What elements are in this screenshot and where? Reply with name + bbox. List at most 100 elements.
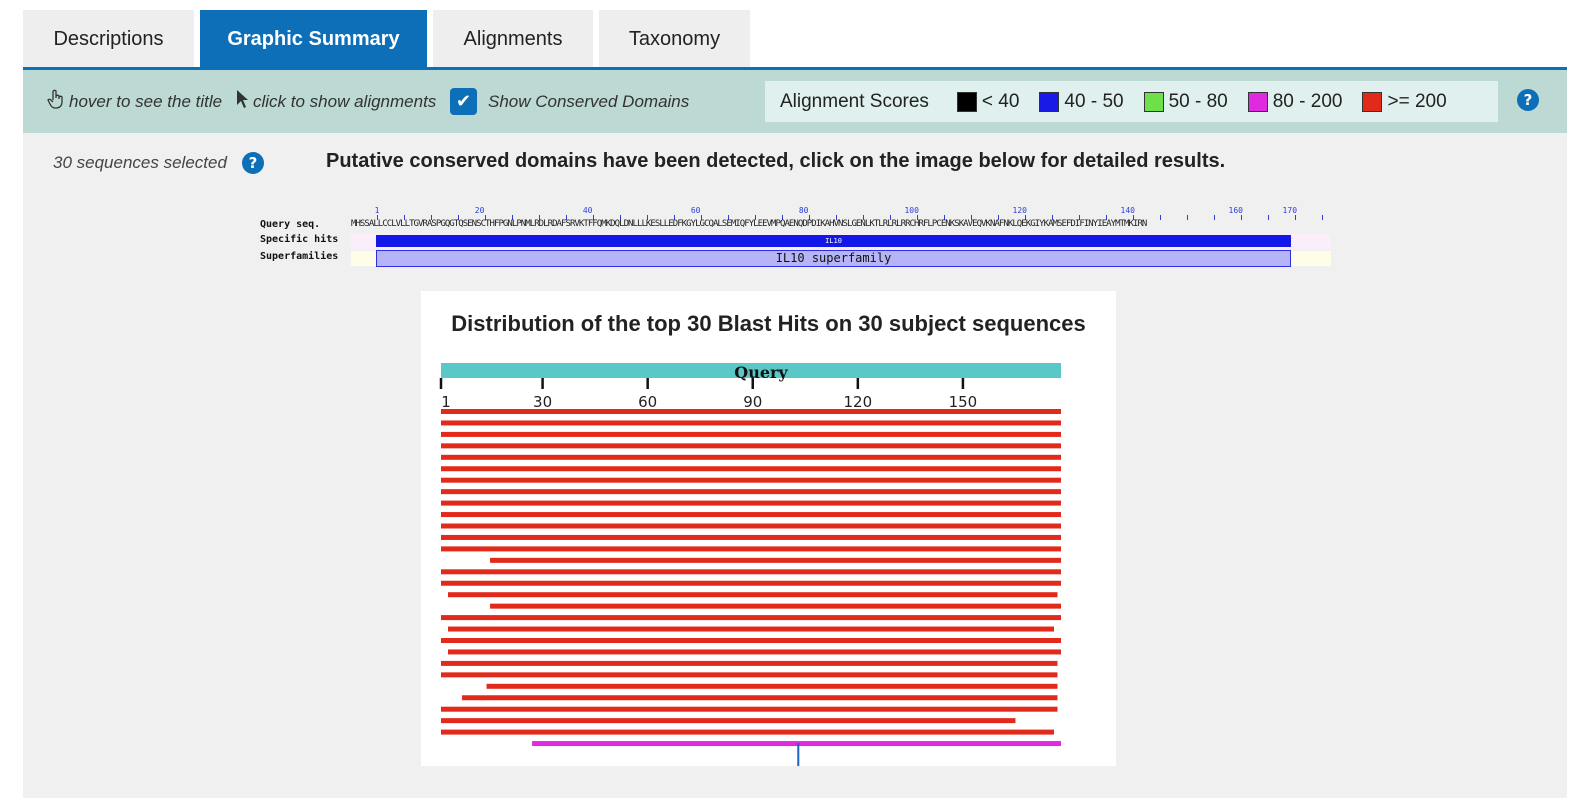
il10-superfamily-hit[interactable]: IL10 superfamily <box>376 250 1291 267</box>
hit-bar[interactable] <box>441 443 1061 449</box>
hit-bar[interactable] <box>441 500 1061 506</box>
axis-tick-label: 90 <box>743 393 762 411</box>
hit-bar[interactable] <box>441 729 1054 735</box>
tab-taxonomy[interactable]: Taxonomy <box>599 10 750 68</box>
legend-label: >= 200 <box>1387 90 1447 112</box>
ruler-tick <box>863 215 865 220</box>
hit-bar[interactable] <box>441 638 1061 643</box>
tab-alignments[interactable]: Alignments <box>433 10 593 68</box>
hit-bar[interactable] <box>441 580 1061 586</box>
click-hint: click to show alignments <box>235 70 436 133</box>
legend-label: 50 - 80 <box>1168 90 1228 112</box>
tab-label: Alignments <box>463 27 563 50</box>
tab-graphic-summary[interactable]: Graphic Summary <box>200 10 427 68</box>
ruler-tick-label: 20 <box>474 206 485 215</box>
legend-label: < 40 <box>981 90 1020 112</box>
hit-bar[interactable] <box>441 718 1016 724</box>
ruler-tick <box>512 215 514 220</box>
hit-bar[interactable] <box>462 695 1058 701</box>
ruler-tick-label: 170 <box>1282 206 1298 215</box>
hit-bar[interactable] <box>441 660 1058 666</box>
ruler-tick-label: 120 <box>1012 206 1027 215</box>
hit-bar[interactable] <box>441 615 1061 621</box>
alignment-scores-legend: Alignment Scores < 40 40 - 50 50 - 80 80… <box>765 81 1498 122</box>
hit-bar[interactable] <box>441 489 1061 495</box>
superfamilies-label: Superfamilies <box>260 251 339 262</box>
legend-label: 80 - 200 <box>1272 90 1343 112</box>
hit-bar[interactable] <box>486 683 1058 689</box>
il10-specific-hit[interactable]: IL10 <box>376 235 1291 247</box>
hit-bar[interactable] <box>448 626 1054 632</box>
cursor-arrow-icon <box>235 89 249 114</box>
hit-bar[interactable] <box>448 592 1058 598</box>
tab-label: Taxonomy <box>628 27 721 50</box>
ruler-tick <box>809 215 811 220</box>
selection-help-icon[interactable]: ? <box>242 152 264 174</box>
ruler-tick <box>377 215 378 220</box>
tab-descriptions[interactable]: Descriptions <box>23 10 194 68</box>
hit-bar[interactable] <box>490 557 1061 563</box>
legend-swatch <box>1143 91 1164 112</box>
legend-item-40-50: 40 - 50 <box>1039 90 1124 113</box>
legend-swatch <box>1247 91 1268 112</box>
legend-item-80-200: 80 - 200 <box>1247 90 1343 113</box>
show-conserved-domains-toggle[interactable]: ✔ Show Conserved Domains <box>450 70 689 133</box>
ruler-tick <box>458 215 460 220</box>
ruler-tick <box>971 215 973 220</box>
ruler-tick <box>701 215 703 220</box>
hit-bar[interactable] <box>441 569 1061 575</box>
ruler-tick <box>1214 215 1216 220</box>
ruler-tick <box>782 215 784 220</box>
ruler-tick <box>998 215 1000 220</box>
ruler-tick <box>539 215 541 220</box>
ruler-tick <box>485 215 487 220</box>
hit-bar[interactable] <box>441 454 1061 460</box>
legend-swatch <box>956 91 977 112</box>
hit-bar[interactable] <box>441 466 1061 472</box>
conserved-domains-image[interactable]: Query seq. Specific hits Superfamilies 1… <box>258 203 1333 268</box>
tab-bar: Descriptions Graphic Summary Alignments … <box>23 10 750 68</box>
tab-label: Descriptions <box>53 27 164 50</box>
hit-bar[interactable] <box>441 672 1058 678</box>
legend-item-lt40: < 40 <box>956 90 1020 113</box>
axis-tick-label: 30 <box>533 393 552 411</box>
ruler-tick <box>755 215 757 220</box>
hit-bar[interactable] <box>441 431 1061 437</box>
ruler-tick <box>647 215 649 220</box>
ruler-tick <box>917 215 919 220</box>
ruler-tick <box>944 215 946 220</box>
ruler-tick <box>1133 215 1135 220</box>
hit-bar[interactable] <box>490 603 1061 609</box>
hit-bar[interactable] <box>441 477 1061 483</box>
ruler-tick-label: 60 <box>690 206 701 215</box>
graphic-summary-panel: 30 sequences selected ? Putative conserv… <box>23 133 1567 798</box>
hit-bar[interactable] <box>441 409 1061 414</box>
hit-bar[interactable] <box>448 649 1062 655</box>
ruler-tick <box>1295 215 1297 220</box>
scores-help-icon[interactable]: ? <box>1517 89 1539 111</box>
hit-bar[interactable] <box>441 523 1061 529</box>
alignment-scores-title: Alignment Scores <box>780 90 929 112</box>
legend-label: 40 - 50 <box>1064 90 1124 112</box>
selection-count: 30 sequences selected <box>53 153 227 172</box>
blast-hits-distribution: Distribution of the top 30 Blast Hits on… <box>421 291 1116 766</box>
ruler-tick <box>1052 215 1054 220</box>
query-sequence: MHSSALLCCLVLLTGVRASPGQGTQSENSCTHFPGNLPNM… <box>351 219 1147 229</box>
ruler-tick <box>566 215 568 220</box>
axis-tick-label: 120 <box>844 393 873 411</box>
legend-swatch <box>1362 91 1383 112</box>
ruler-tick <box>1160 215 1162 220</box>
hit-bar[interactable] <box>441 546 1061 552</box>
ruler-tick <box>674 215 676 220</box>
ruler-tick <box>1268 215 1270 220</box>
ruler-tick <box>836 215 838 220</box>
axis-tick-label: 60 <box>638 393 657 411</box>
specific-hits-label: Specific hits <box>260 234 339 245</box>
hit-bar[interactable] <box>441 706 1058 712</box>
hit-bar[interactable] <box>532 741 1061 747</box>
ruler-tick <box>728 215 730 220</box>
hit-bar[interactable] <box>441 534 1061 540</box>
checkbox-checked-icon[interactable]: ✔ <box>450 88 477 115</box>
hit-bar[interactable] <box>441 420 1061 426</box>
hit-bar[interactable] <box>441 512 1061 518</box>
